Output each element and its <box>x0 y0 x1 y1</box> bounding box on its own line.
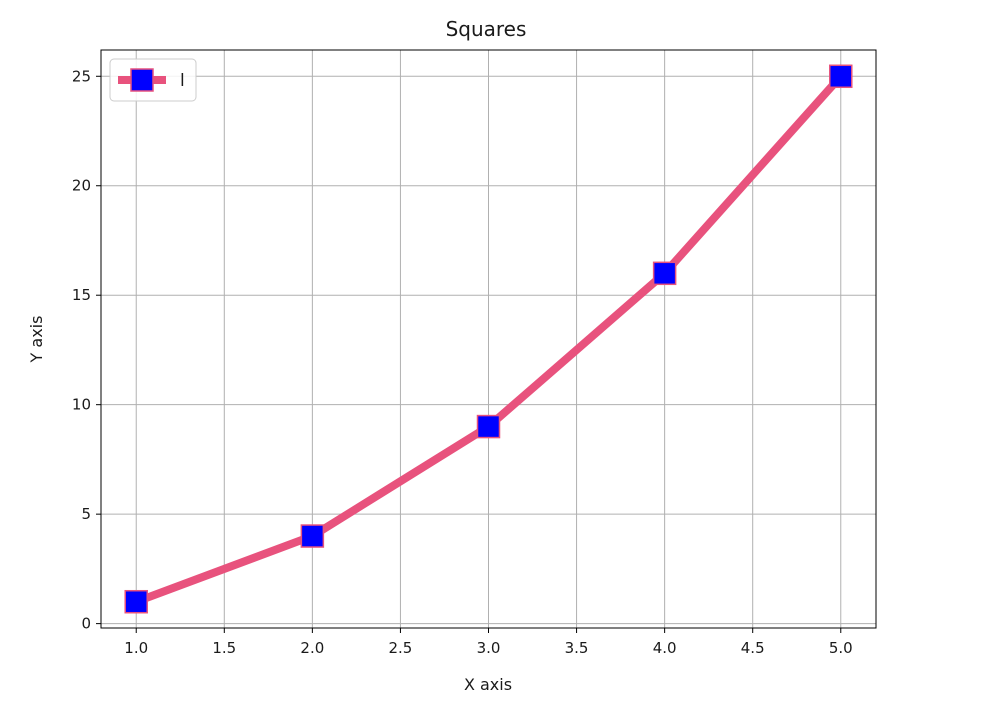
x-tick-label: 1.5 <box>212 639 236 657</box>
x-tick-label: 3.0 <box>477 639 501 657</box>
grid <box>101 50 876 628</box>
x-tick-label: 2.5 <box>389 639 413 657</box>
y-tick-label: 5 <box>81 505 91 523</box>
data-point-marker <box>124 589 148 614</box>
legend: l <box>109 58 197 102</box>
y-tick-label: 15 <box>72 286 91 304</box>
x-tick-label: 4.5 <box>741 639 765 657</box>
data-point-marker <box>652 261 677 286</box>
x-tick-label: 1.0 <box>124 639 148 657</box>
x-tick-label: 5.0 <box>829 639 853 657</box>
x-tick-label: 3.5 <box>565 639 589 657</box>
x-tick-label: 4.0 <box>653 639 677 657</box>
data-point-marker <box>300 524 325 548</box>
y-tick-label: 20 <box>72 177 91 195</box>
y-tick-label: 25 <box>72 67 91 85</box>
axis-ticks: 1.0 1.5 2.0 2.5 3.0 3.5 4.0 4.5 5.0 0 5 10 15 20 25 <box>72 67 853 657</box>
data-point-marker <box>829 64 853 89</box>
y-axis-label: Y axis <box>27 316 46 364</box>
x-tick-label: 2.0 <box>300 639 324 657</box>
legend-label: l <box>180 71 185 91</box>
y-tick-label: 10 <box>72 396 91 414</box>
series-layer <box>124 64 853 614</box>
plot-area-frame <box>100 49 877 629</box>
chart-title: Squares <box>446 17 527 41</box>
data-point-marker <box>476 414 501 439</box>
y-tick-label: 0 <box>81 615 91 633</box>
x-axis-label: X axis <box>464 675 512 694</box>
legend-marker-swatch <box>130 68 154 92</box>
